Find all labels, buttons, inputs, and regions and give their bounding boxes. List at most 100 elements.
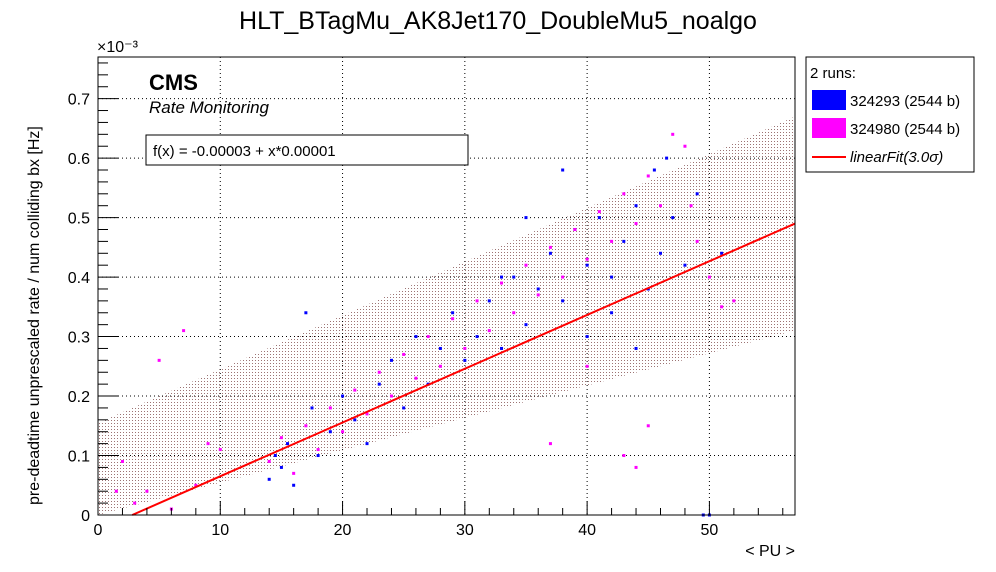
legend: 2 runs: 324293 (2544 b) 324980 (2544 b) … <box>805 56 975 173</box>
point-series-1 <box>536 287 540 291</box>
y-tick-label: 0.5 <box>68 211 90 228</box>
point-series-1 <box>524 216 528 220</box>
point-series-2 <box>451 317 455 321</box>
point-series-2 <box>646 174 650 178</box>
point-series-2 <box>120 459 124 463</box>
point-series-1 <box>610 275 614 279</box>
point-series-1 <box>292 483 296 487</box>
point-series-1 <box>500 275 504 279</box>
y-tick-label: 0.7 <box>68 92 90 109</box>
point-series-1 <box>524 323 528 327</box>
x-tick-label: 30 <box>456 522 474 539</box>
point-series-1 <box>683 263 687 267</box>
point-series-1 <box>548 251 552 255</box>
point-series-1 <box>377 382 381 386</box>
point-series-1 <box>451 311 455 315</box>
y-tick-label: 0.4 <box>68 270 90 287</box>
legend-box <box>805 56 975 173</box>
fit-line-group <box>131 222 796 516</box>
fit-line <box>131 222 796 516</box>
point-series-2 <box>658 204 662 208</box>
point-series-2 <box>114 489 118 493</box>
point-series-1 <box>341 394 345 398</box>
point-series-1 <box>279 465 283 469</box>
point-series-2 <box>316 448 320 452</box>
point-series-2 <box>561 275 565 279</box>
point-series-2 <box>634 465 638 469</box>
point-series-2 <box>328 406 332 410</box>
legend-entry-fit: linearFit(3.0σ) <box>850 149 943 166</box>
point-series-1 <box>365 442 369 446</box>
point-series-1 <box>512 275 516 279</box>
point-series-2 <box>414 376 418 380</box>
point-series-2 <box>548 245 552 249</box>
point-series-1 <box>402 406 406 410</box>
point-series-1 <box>353 418 357 422</box>
point-series-2 <box>133 501 137 505</box>
legend-entry-run1: 324293 (2544 b) <box>850 93 960 110</box>
point-series-2 <box>597 210 601 214</box>
point-series-2 <box>622 454 626 458</box>
point-series-2 <box>707 275 711 279</box>
point-series-1 <box>634 346 638 350</box>
point-series-1 <box>273 454 277 458</box>
fit-confidence-band <box>98 116 795 515</box>
point-series-2 <box>194 483 198 487</box>
point-series-1 <box>500 346 504 350</box>
point-series-2 <box>671 132 675 136</box>
point-series-2 <box>145 489 149 493</box>
x-tick-label: 50 <box>701 522 719 539</box>
point-series-1 <box>665 156 669 160</box>
point-series-2 <box>365 412 369 416</box>
y-multiplier: ×10⁻³ <box>97 39 139 56</box>
point-series-2 <box>524 263 528 267</box>
point-series-2 <box>475 299 479 303</box>
point-series-1 <box>622 239 626 243</box>
chart-title: HLT_BTagMu_AK8Jet170_DoubleMu5_noalgo <box>239 7 757 35</box>
point-series-1 <box>634 204 638 208</box>
point-series-2 <box>732 299 736 303</box>
point-series-2 <box>487 329 491 333</box>
fit-band-area <box>98 116 795 515</box>
point-series-2 <box>548 442 552 446</box>
point-series-2 <box>683 144 687 148</box>
cms-label: CMS <box>149 70 198 95</box>
y-tick-label: 0.6 <box>68 151 90 168</box>
point-series-2 <box>341 430 345 434</box>
point-series-2 <box>536 293 540 297</box>
point-series-1 <box>720 251 724 255</box>
y-tick-label: 0.2 <box>68 389 90 406</box>
point-series-1 <box>585 263 589 267</box>
data-points <box>114 132 736 517</box>
x-tick-label: 0 <box>94 522 103 539</box>
point-series-2 <box>377 370 381 374</box>
legend-entry-run2: 324980 (2544 b) <box>850 121 960 138</box>
point-series-1 <box>475 335 479 339</box>
point-series-2 <box>500 281 504 285</box>
point-series-2 <box>585 364 589 368</box>
point-series-2 <box>463 346 467 350</box>
x-axis-label: < PU > <box>745 543 795 560</box>
point-series-2 <box>426 335 430 339</box>
point-series-1 <box>585 335 589 339</box>
point-series-2 <box>157 358 161 362</box>
axis-ticks: 0 10 20 30 40 50 0 0.1 0.2 0.3 0.4 0.5 0.6 0.7 <box>68 62 784 539</box>
y-axis-label: pre-deadtime unprescaled rate / num coll… <box>26 126 43 505</box>
point-series-1 <box>652 168 656 172</box>
point-series-2 <box>689 204 693 208</box>
point-series-1 <box>414 335 418 339</box>
point-series-1 <box>610 311 614 315</box>
point-series-1 <box>561 168 565 172</box>
point-series-2 <box>279 436 283 440</box>
point-series-1 <box>438 346 442 350</box>
x-tick-label: 40 <box>578 522 596 539</box>
rate-monitoring-label: Rate Monitoring <box>149 98 270 117</box>
x-tick-label: 20 <box>334 522 352 539</box>
point-series-2 <box>353 388 357 392</box>
point-series-1 <box>389 358 393 362</box>
point-series-2 <box>634 222 638 226</box>
point-series-2 <box>720 305 724 309</box>
point-series-1 <box>671 216 675 220</box>
point-series-2 <box>646 424 650 428</box>
point-series-2 <box>182 329 186 333</box>
